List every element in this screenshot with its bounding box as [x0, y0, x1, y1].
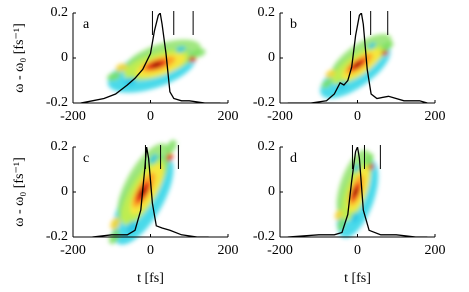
panel-label: c [83, 151, 89, 166]
x-tick-label: -200 [60, 243, 86, 258]
y-tick-label: 0 [61, 50, 68, 65]
x-tick-label: -200 [60, 109, 86, 124]
panel: -200 0 200 -0.2 0 0.2 a ω - ω₀ [fs⁻¹] [12, 5, 238, 124]
intensity-curve [92, 147, 209, 237]
panel-label: a [83, 17, 90, 32]
spectrogram-blob [188, 56, 197, 63]
x-tick-label: 200 [425, 109, 446, 124]
y-tick-label: 0.2 [258, 139, 276, 154]
x-tick-label: 0 [147, 109, 154, 124]
spectrogram-image [334, 149, 379, 238]
y-tick-label: 0 [61, 184, 68, 199]
spectrogram-blob [368, 163, 374, 171]
spectrogram-image [108, 139, 177, 245]
x-tick-label: -200 [267, 109, 293, 124]
spectrogram-blob [334, 209, 343, 221]
spectrogram-image [320, 33, 394, 99]
x-tick-label: 200 [218, 109, 239, 124]
x-tick-label: 0 [147, 243, 154, 258]
y-tick-label: 0 [268, 184, 275, 199]
x-axis-label: t [fs] [344, 271, 371, 286]
y-tick-label: -0.2 [46, 229, 68, 244]
spectrogram-blob [175, 46, 186, 53]
spectrogram-blob [353, 187, 358, 197]
panel: -200 0 200 -0.2 0 0.2 d t [fs] [253, 139, 446, 286]
panel-label: d [290, 151, 297, 166]
y-tick-label: -0.2 [253, 95, 275, 110]
x-tick-label: 0 [354, 109, 361, 124]
x-tick-label: 0 [354, 243, 361, 258]
intensity-curve [80, 13, 221, 103]
y-tick-label: 0.2 [51, 139, 69, 154]
panel: -200 0 200 -0.2 0 0.2 c ω - ω₀ [fs⁻¹] t [fs] [12, 139, 239, 286]
spectrogram-blob [166, 153, 174, 162]
spectrogram-blob [350, 212, 359, 223]
x-axis-label: t [fs] [137, 271, 164, 286]
y-tick-label: 0 [268, 50, 275, 65]
x-tick-label: 200 [425, 243, 446, 258]
spectrogram-blob [149, 154, 158, 165]
intensity-curve [287, 147, 428, 237]
spectrogram-blob [365, 153, 374, 166]
panel-label: b [290, 17, 297, 32]
intensity-curve [287, 13, 428, 103]
spectrogram-blob [325, 69, 336, 79]
spectrogram-blob [151, 62, 162, 68]
x-tick-label: -200 [267, 243, 293, 258]
spectrogram-blob [368, 42, 377, 50]
spectrogram-image [107, 39, 206, 93]
spectrogram-blob [353, 163, 360, 173]
y-axis-label: ω - ω₀ [fs⁻¹] [12, 157, 27, 227]
spectrogram-blob [353, 61, 362, 68]
spectrogram-blob [165, 139, 177, 154]
spectrogram-blob [192, 48, 206, 58]
x-tick-label: 200 [218, 243, 239, 258]
spectrogram-blob [382, 41, 394, 51]
y-tick-label: 0.2 [51, 5, 69, 20]
spectrogram-blob [107, 72, 121, 81]
spectrogram-blob [381, 49, 389, 56]
y-axis-label: ω - ω₀ [fs⁻¹] [12, 23, 27, 93]
y-tick-label: -0.2 [46, 95, 68, 110]
spectrogram-blob [110, 217, 121, 230]
spectrogram-blob [115, 63, 128, 72]
y-tick-label: 0.2 [258, 5, 276, 20]
spectrogram-blob [321, 78, 333, 89]
y-tick-label: -0.2 [253, 229, 275, 244]
panel: -200 0 200 -0.2 0 0.2 b [253, 5, 446, 124]
